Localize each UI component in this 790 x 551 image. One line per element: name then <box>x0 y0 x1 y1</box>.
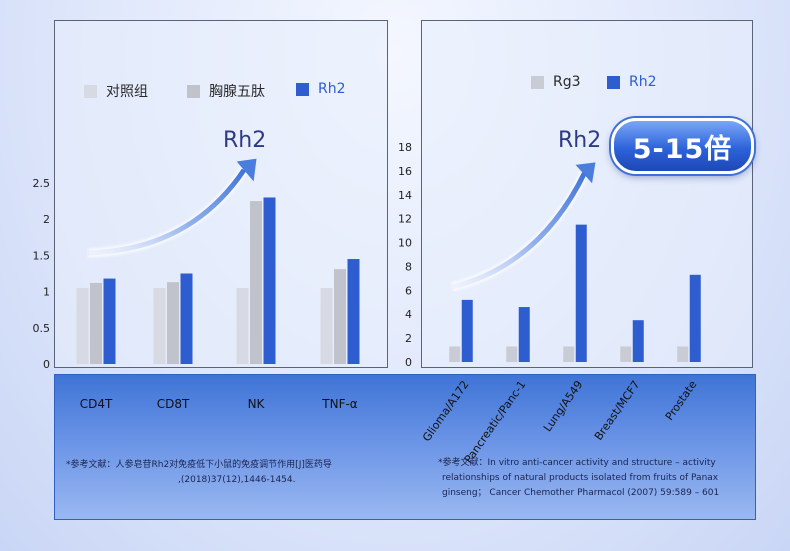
y-tick-label: 0.5 <box>33 322 51 335</box>
x-tick-label: Glioma/A172 <box>420 378 471 444</box>
legend-swatch <box>531 75 544 89</box>
y-tick-label: 1.5 <box>33 249 51 262</box>
y-tick-label: 2.5 <box>33 177 51 190</box>
legend-swatch <box>296 82 309 96</box>
legend-item-rh2-right: Rh2 <box>607 74 657 90</box>
x-tick-label: TNF-α <box>321 397 358 411</box>
legend-item-rh2-left: Rh2 <box>296 81 346 97</box>
bar <box>506 346 518 362</box>
arrow-label-left: Rh2 <box>223 128 267 153</box>
y-tick-label: 8 <box>405 260 412 273</box>
legend-label: 胸腺五肽 <box>209 84 265 100</box>
legend-item-rg3: Rg3 <box>531 74 581 90</box>
bar <box>689 274 701 362</box>
y-tick-label: 0 <box>43 358 50 371</box>
reference-line: *参考文献：In vitro anti-cancer activity and … <box>438 458 716 468</box>
y-tick-label: 16 <box>398 165 412 178</box>
reference-line: ,(2018)37(12),1446-1454. <box>178 475 296 485</box>
y-tick-label: 14 <box>398 189 412 202</box>
bar <box>263 197 276 364</box>
y-tick-label: 1 <box>43 286 50 299</box>
legend-label: Rg3 <box>553 74 581 90</box>
y-tick-label: 2 <box>405 332 412 345</box>
reference-left: *参考文献：人参皂苷Rh2对免疫低下小鼠的免疫调节作用[J]医药导 ,(2018… <box>66 458 386 488</box>
reference-line: relationships of natural products isolat… <box>442 473 719 483</box>
bar <box>236 287 249 364</box>
bar <box>180 273 193 364</box>
y-tick-label: 4 <box>405 308 412 321</box>
x-tick-label: Pancreatic/Panc-1 <box>462 378 529 465</box>
bar <box>76 287 89 364</box>
legend-item-control: 对照组 <box>84 81 148 101</box>
bar <box>347 259 360 364</box>
legend-swatch <box>187 84 200 98</box>
arrow-label-right: Rh2 <box>558 128 602 153</box>
reference-line: *参考文献：人参皂苷Rh2对免疫低下小鼠的免疫调节作用[J]医药导 <box>66 460 332 470</box>
legend-swatch <box>84 84 97 98</box>
legend-swatch <box>607 75 620 89</box>
x-tick-label: NK <box>248 397 266 411</box>
x-tick-label: Lung/A549 <box>541 378 586 434</box>
y-tick-label: 18 <box>398 141 412 154</box>
trend-arrow-right <box>450 162 596 292</box>
bar <box>575 224 587 362</box>
y-tick-label: 10 <box>398 237 412 250</box>
fold-badge: 5-15倍 <box>611 118 754 174</box>
y-tick-label: 2 <box>43 213 50 226</box>
x-tick-label: CD4T <box>80 397 113 411</box>
y-tick-label: 12 <box>398 213 412 226</box>
bar <box>153 287 166 364</box>
reference-right: *参考文献：In vitro anti-cancer activity and … <box>438 456 738 501</box>
bar <box>250 201 262 364</box>
legend-label: Rh2 <box>318 81 346 97</box>
trend-arrow-left <box>87 158 257 258</box>
bar <box>632 320 644 362</box>
legend-label: 对照组 <box>106 84 148 100</box>
x-tick-label: Breast/MCF7 <box>592 378 643 442</box>
bar <box>563 346 575 362</box>
bar <box>167 282 179 364</box>
bar <box>677 346 689 362</box>
bar <box>449 346 461 362</box>
reference-line: ginseng； Cancer Chemother Pharmacol (200… <box>442 488 720 498</box>
x-tick-label: CD8T <box>157 397 190 411</box>
bottom-label-band <box>54 374 756 520</box>
bar <box>461 299 473 362</box>
bar <box>90 282 102 364</box>
bar <box>103 278 116 364</box>
y-tick-label: 6 <box>405 284 412 297</box>
legend-label: Rh2 <box>629 74 657 90</box>
legend-item-thymopentin: 胸腺五肽 <box>187 81 265 101</box>
bar <box>334 269 346 364</box>
x-tick-label: Prostate <box>663 378 700 423</box>
y-tick-label: 0 <box>405 356 412 369</box>
bar <box>320 287 333 364</box>
bar <box>518 307 530 362</box>
bar <box>620 346 632 362</box>
